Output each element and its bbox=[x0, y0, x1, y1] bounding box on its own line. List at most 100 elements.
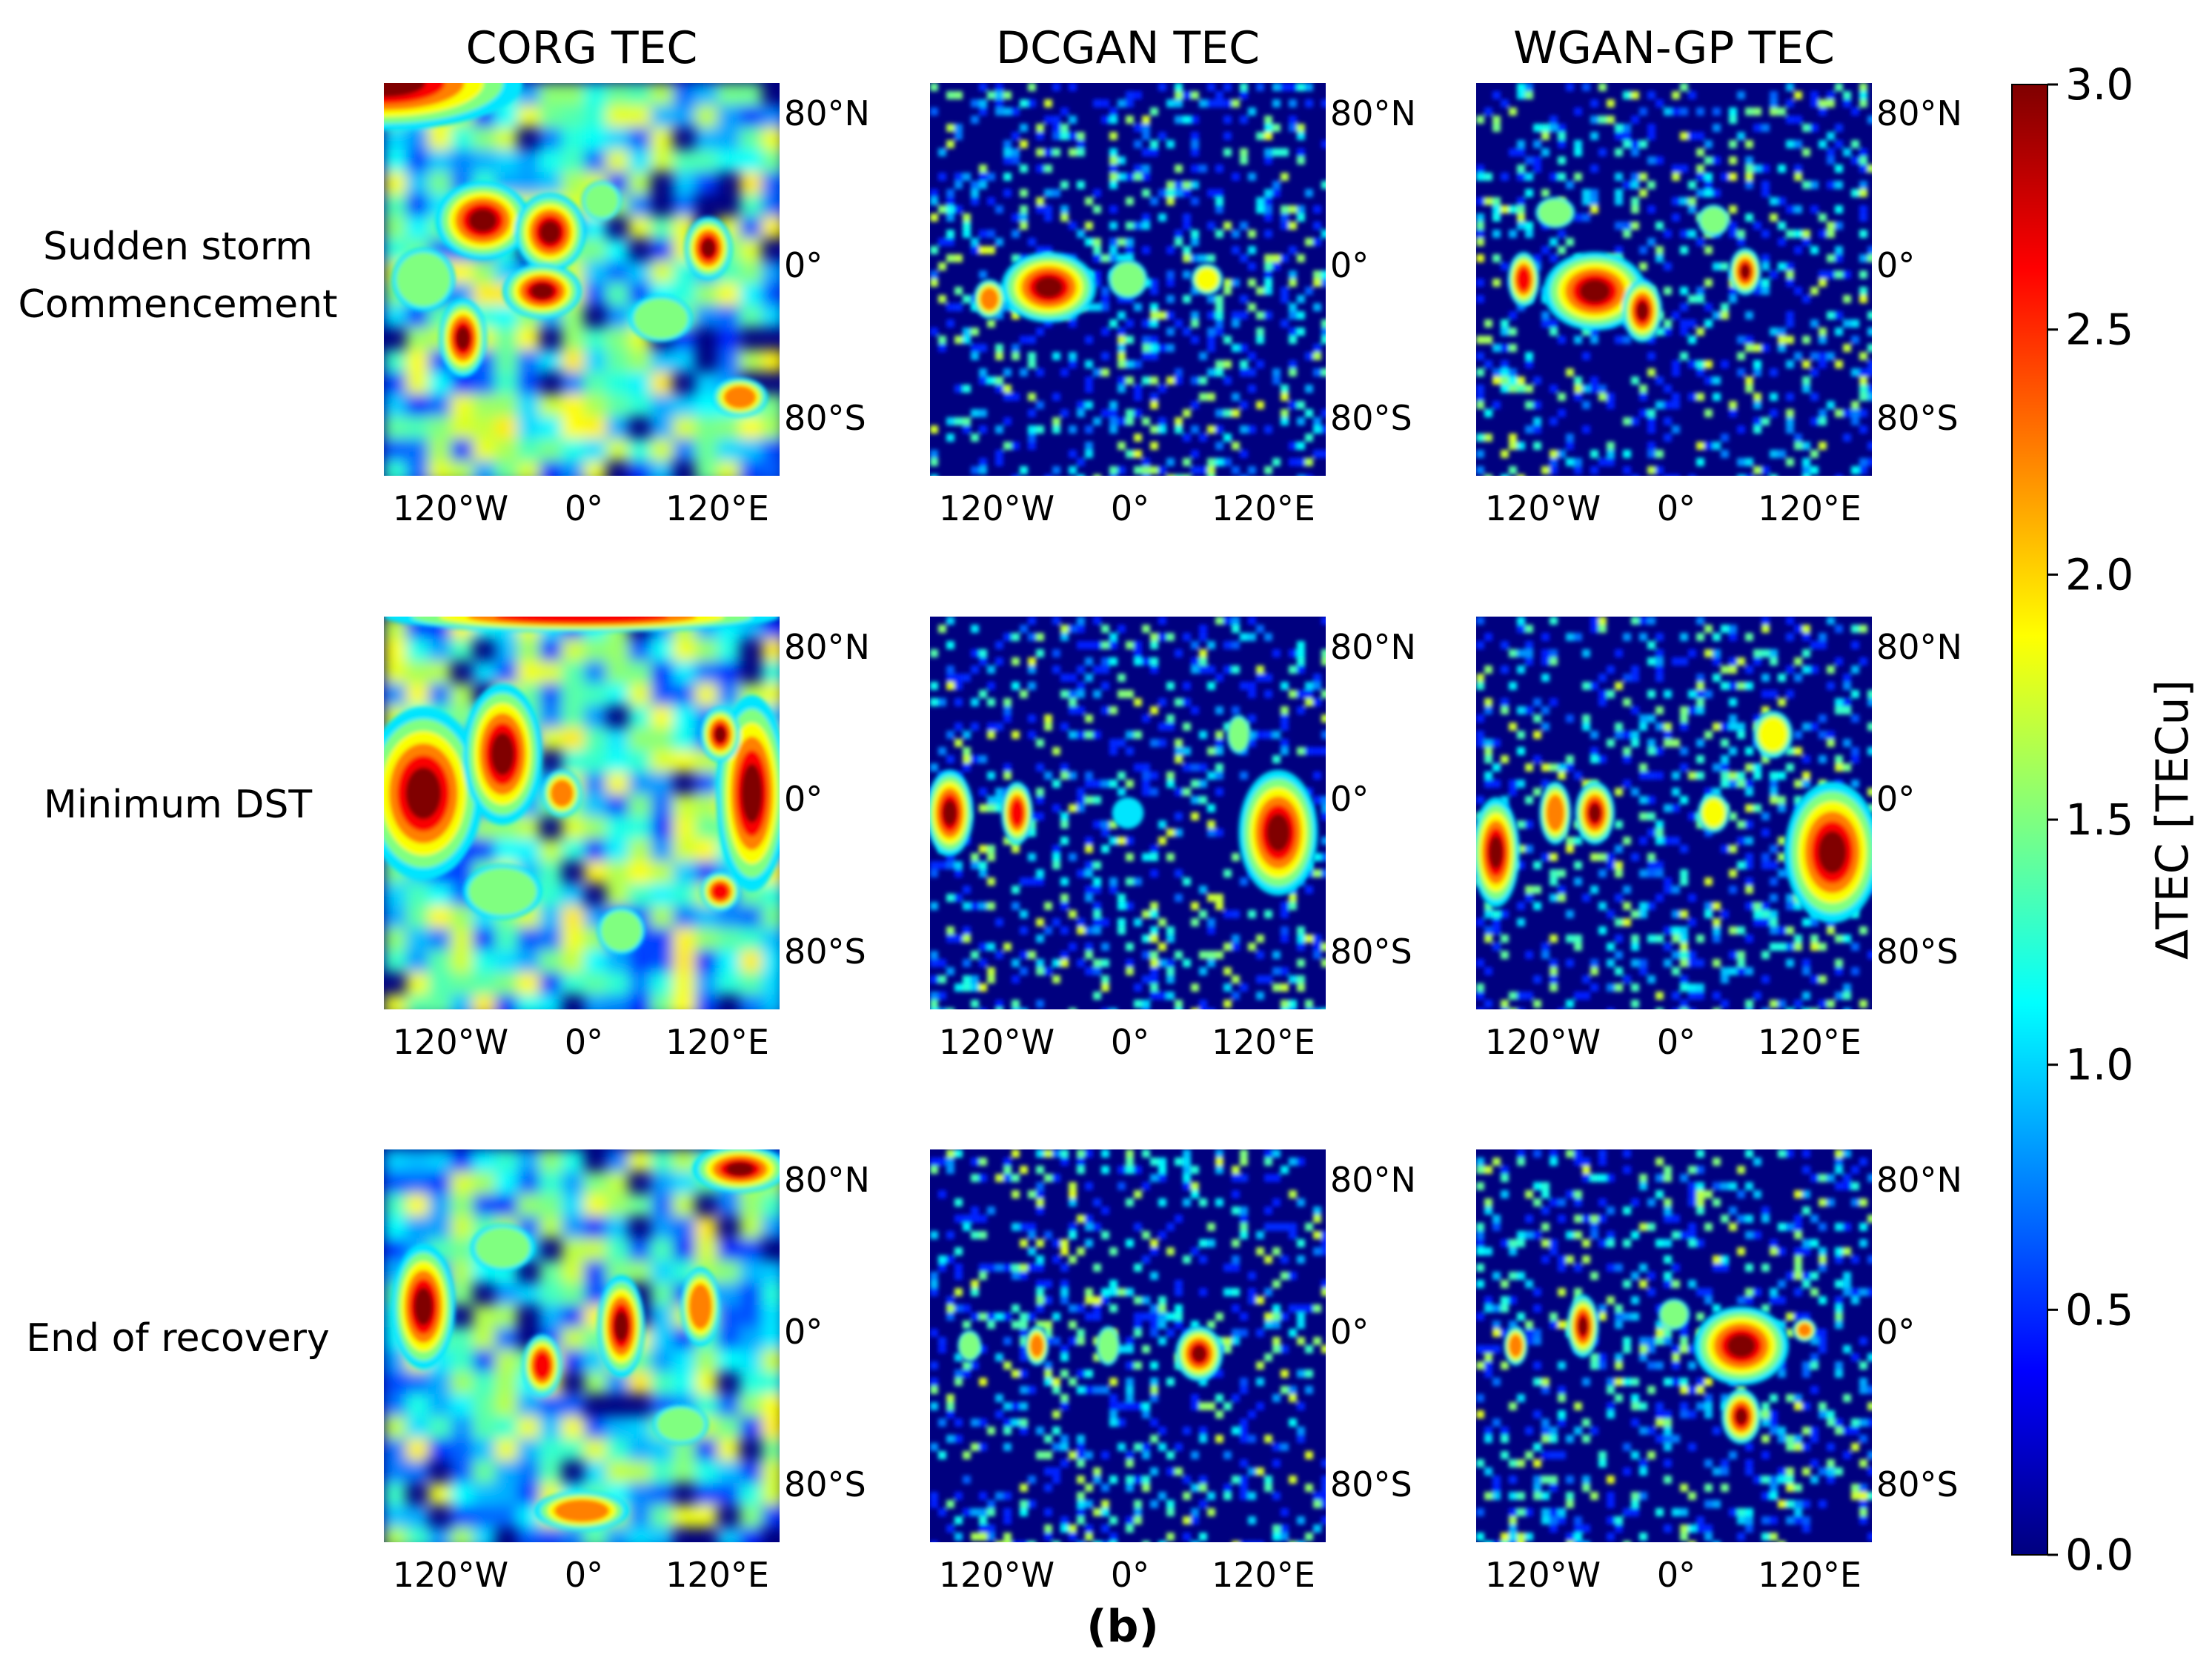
texture-cell bbox=[1240, 360, 1248, 368]
texture-cell bbox=[1550, 698, 1558, 706]
texture-cell bbox=[1305, 352, 1313, 360]
texture-cell bbox=[1264, 205, 1272, 213]
texture-cell bbox=[584, 750, 606, 772]
texture-cell bbox=[979, 845, 987, 853]
texture-cell bbox=[1215, 295, 1223, 303]
texture-cell bbox=[1835, 1296, 1843, 1304]
texture-cell bbox=[1867, 458, 1872, 466]
texture-cell bbox=[762, 194, 780, 216]
texture-cell bbox=[1305, 747, 1313, 755]
texture-cell bbox=[406, 928, 428, 950]
texture-cell bbox=[1558, 763, 1566, 771]
texture-cell bbox=[1745, 1000, 1753, 1008]
texture-cell bbox=[1525, 1329, 1533, 1337]
texture-cell bbox=[1077, 926, 1085, 935]
texture-cell bbox=[1207, 682, 1215, 690]
texture-cell bbox=[1036, 649, 1044, 657]
texture-cell bbox=[1623, 132, 1631, 140]
texture-cell bbox=[1819, 1000, 1827, 1008]
texture-cell bbox=[1615, 788, 1623, 796]
texture-cell bbox=[717, 416, 740, 439]
texture-cell bbox=[1215, 91, 1223, 99]
texture-cell bbox=[628, 150, 651, 172]
texture-cell bbox=[1069, 1337, 1077, 1345]
texture-cell bbox=[1786, 1149, 1794, 1158]
texture-cell bbox=[1052, 975, 1060, 983]
heatmap-blob bbox=[456, 326, 471, 351]
texture-cell bbox=[1631, 666, 1639, 674]
texture-cell bbox=[995, 99, 1003, 107]
texture-cell bbox=[1590, 959, 1598, 967]
x-tick-label: 0° bbox=[565, 1555, 603, 1595]
texture-cell bbox=[1109, 181, 1117, 189]
texture-cell bbox=[1737, 951, 1745, 959]
texture-cell bbox=[1060, 763, 1069, 771]
texture-cell bbox=[1321, 1345, 1326, 1353]
texture-cell bbox=[1761, 1304, 1770, 1312]
texture-cell bbox=[1615, 918, 1623, 926]
texture-cell bbox=[451, 1527, 473, 1542]
texture-cell bbox=[1060, 1247, 1069, 1255]
texture-cell bbox=[717, 305, 740, 328]
texture-cell bbox=[1729, 714, 1737, 723]
x-tick-label: 120°E bbox=[1212, 1022, 1315, 1062]
texture-cell bbox=[1827, 1198, 1835, 1207]
texture-cell bbox=[406, 1149, 428, 1172]
texture-cell bbox=[1028, 83, 1036, 91]
texture-cell bbox=[1232, 1304, 1240, 1312]
texture-cell bbox=[1851, 368, 1859, 376]
texture-cell bbox=[1810, 1386, 1819, 1394]
texture-cell bbox=[1142, 625, 1150, 633]
texture-cell bbox=[1052, 617, 1060, 625]
texture-cell bbox=[1761, 189, 1770, 197]
texture-cell bbox=[1835, 706, 1843, 714]
texture-cell bbox=[1321, 690, 1326, 698]
texture-cell bbox=[495, 839, 517, 861]
texture-cell bbox=[1248, 682, 1256, 690]
texture-cell bbox=[1631, 474, 1639, 476]
texture-cell bbox=[473, 1172, 495, 1194]
texture-cell bbox=[1867, 165, 1872, 173]
texture-cell bbox=[979, 1345, 987, 1353]
texture-cell bbox=[1484, 780, 1492, 788]
texture-cell bbox=[1582, 401, 1590, 409]
texture-cell bbox=[1150, 466, 1158, 474]
texture-cell bbox=[673, 639, 695, 661]
texture-cell bbox=[1647, 1345, 1655, 1353]
texture-cell bbox=[1215, 1435, 1223, 1443]
texture-cell bbox=[628, 1438, 651, 1461]
texture-cell bbox=[1142, 1484, 1150, 1492]
texture-cell bbox=[1745, 376, 1753, 385]
texture-cell bbox=[1272, 1337, 1281, 1345]
texture-cell bbox=[1093, 918, 1101, 926]
texture-cell bbox=[1639, 714, 1647, 723]
texture-cell bbox=[1680, 706, 1688, 714]
texture-cell bbox=[495, 1194, 517, 1216]
texture-cell bbox=[1126, 1484, 1134, 1492]
texture-cell bbox=[1501, 262, 1509, 271]
texture-cell bbox=[1761, 812, 1770, 820]
texture-cell bbox=[1012, 393, 1020, 401]
texture-cell bbox=[1615, 1264, 1623, 1272]
texture-cell bbox=[1835, 1321, 1843, 1329]
texture-cell bbox=[1655, 1435, 1664, 1443]
texture-cell bbox=[979, 1158, 987, 1166]
texture-cell bbox=[1183, 1182, 1191, 1190]
texture-cell bbox=[740, 995, 762, 1009]
texture-cell bbox=[1753, 992, 1761, 1000]
texture-cell bbox=[1713, 311, 1721, 319]
texture-cell bbox=[717, 1527, 740, 1542]
texture-cell bbox=[1745, 861, 1753, 869]
texture-cell bbox=[1615, 731, 1623, 739]
texture-cell bbox=[1843, 91, 1851, 99]
texture-cell bbox=[1558, 336, 1566, 344]
y-tick-label: 80°N bbox=[784, 627, 870, 667]
texture-cell bbox=[1256, 1361, 1264, 1370]
texture-cell bbox=[1044, 1361, 1052, 1370]
texture-cell bbox=[1615, 197, 1623, 205]
texture-cell bbox=[1126, 1394, 1134, 1402]
texture-cell bbox=[1492, 1304, 1501, 1312]
texture-cell bbox=[946, 1166, 954, 1174]
texture-cell bbox=[1272, 1321, 1281, 1329]
texture-cell bbox=[1574, 771, 1582, 780]
